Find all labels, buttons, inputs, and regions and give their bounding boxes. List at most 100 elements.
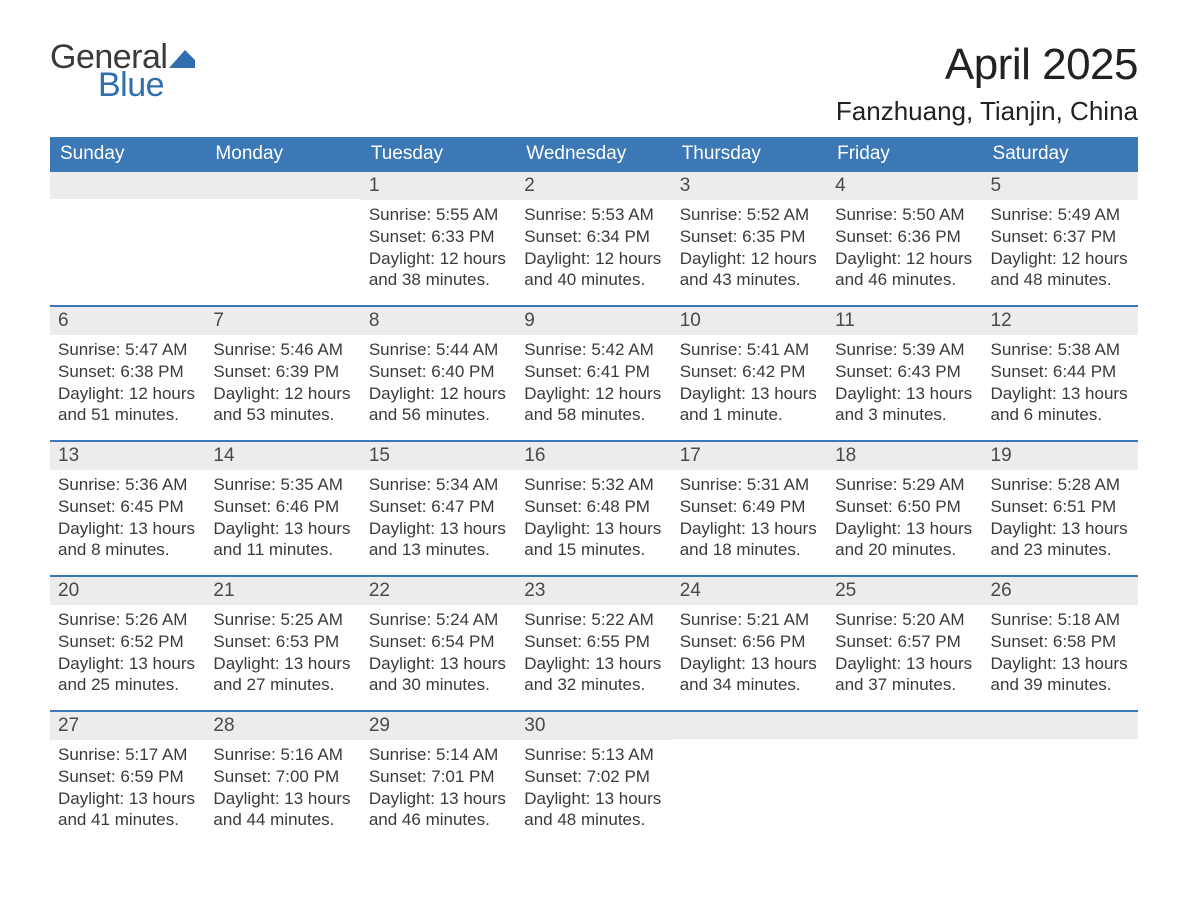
sunrise-label: Sunrise: xyxy=(991,610,1058,629)
sunset-label: Sunset: xyxy=(991,632,1053,651)
day-header: Sunday xyxy=(50,137,205,172)
calendar-cell: 10Sunrise: 5:41 AMSunset: 6:42 PMDayligh… xyxy=(672,307,827,440)
sunrise-line: Sunrise: 5:20 AM xyxy=(835,609,974,631)
daylight-line: Daylight: 12 hours and 56 minutes. xyxy=(369,383,508,427)
sunrise-label: Sunrise: xyxy=(680,475,747,494)
sunrise-label: Sunrise: xyxy=(58,745,125,764)
sunrise-value: 5:42 AM xyxy=(591,340,653,359)
sunset-label: Sunset: xyxy=(524,227,586,246)
sunset-value: 6:41 PM xyxy=(587,362,650,381)
sunset-line: Sunset: 6:58 PM xyxy=(991,631,1130,653)
cell-body: Sunrise: 5:18 AM Sunset: 6:58 PMDaylight:… xyxy=(983,605,1138,696)
sunrise-label: Sunrise: xyxy=(213,475,280,494)
daylight-line: Daylight: 13 hours and 48 minutes. xyxy=(524,788,663,832)
sunrise-value: 5:25 AM xyxy=(281,610,343,629)
day-header: Tuesday xyxy=(361,137,516,172)
day-header: Wednesday xyxy=(516,137,671,172)
daylight-label: Daylight: xyxy=(835,384,906,403)
day-number: 21 xyxy=(205,577,360,605)
calendar-cell: 15Sunrise: 5:34 AMSunset: 6:47 PMDayligh… xyxy=(361,442,516,575)
sunset-value: 6:34 PM xyxy=(587,227,650,246)
sunrise-line: Sunrise: 5:25 AM xyxy=(213,609,352,631)
sunset-value: 6:47 PM xyxy=(431,497,494,516)
sunset-value: 6:38 PM xyxy=(120,362,183,381)
logo-text-blue: Blue xyxy=(98,68,195,102)
calendar-cell: 25Sunrise: 5:20 AMSunset: 6:57 PMDayligh… xyxy=(827,577,982,710)
sunrise-value: 5:41 AM xyxy=(747,340,809,359)
daylight-line: Daylight: 13 hours and 11 minutes. xyxy=(213,518,352,562)
sunrise-value: 5:50 AM xyxy=(902,205,964,224)
sunrise-line: Sunrise: 5:31 AM xyxy=(680,474,819,496)
cell-body: Sunrise: 5:52 AMSunset: 6:35 PMDaylight:… xyxy=(672,200,827,291)
sunrise-value: 5:32 AM xyxy=(591,475,653,494)
sunrise-line: Sunrise: 5:44 AM xyxy=(369,339,508,361)
day-number xyxy=(50,172,205,199)
daylight-label: Daylight: xyxy=(213,384,284,403)
daylight-label: Daylight: xyxy=(680,384,751,403)
day-number: 14 xyxy=(205,442,360,470)
daylight-line: Daylight: 13 hours and 27 minutes. xyxy=(213,653,352,697)
calendar-week: 1Sunrise: 5:55 AMSunset: 6:33 PMDaylight… xyxy=(50,172,1138,305)
daylight-label: Daylight: xyxy=(58,519,129,538)
day-number: 4 xyxy=(827,172,982,200)
day-number: 10 xyxy=(672,307,827,335)
daylight-line: Daylight: 12 hours and 53 minutes. xyxy=(213,383,352,427)
daylight-label: Daylight: xyxy=(991,519,1062,538)
sunrise-label: Sunrise: xyxy=(369,475,436,494)
sunrise-line: Sunrise: 5:35 AM xyxy=(213,474,352,496)
sunset-value: 6:37 PM xyxy=(1053,227,1116,246)
daylight-label: Daylight: xyxy=(369,789,440,808)
daylight-line: Daylight: 13 hours and 30 minutes. xyxy=(369,653,508,697)
calendar-cell xyxy=(672,712,827,845)
calendar-cell: 30Sunrise: 5:13 AMSunset: 7:02 PMDayligh… xyxy=(516,712,671,845)
daylight-line: Daylight: 13 hours and 34 minutes. xyxy=(680,653,819,697)
sunrise-label: Sunrise: xyxy=(58,610,125,629)
cell-body: Sunrise: 5:28 AMSunset: 6:51 PMDaylight:… xyxy=(983,470,1138,561)
sunset-label: Sunset: xyxy=(835,227,897,246)
sunrise-label: Sunrise: xyxy=(213,745,280,764)
sunset-line: Sunset: 6:54 PM xyxy=(369,631,508,653)
day-header-row: SundayMondayTuesdayWednesdayThursdayFrid… xyxy=(50,137,1138,172)
sunrise-label: Sunrise: xyxy=(524,205,591,224)
calendar-cell: 26Sunrise: 5:18 AMSunset: 6:58 PMDayligh… xyxy=(983,577,1138,710)
sunset-line: Sunset: 6:33 PM xyxy=(369,226,508,248)
sunrise-value: 5:18 AM xyxy=(1058,610,1120,629)
sunrise-line: Sunrise: 5:28 AM xyxy=(991,474,1130,496)
sunset-value: 6:55 PM xyxy=(587,632,650,651)
daylight-label: Daylight: xyxy=(58,654,129,673)
daylight-line: Daylight: 13 hours and 39 minutes. xyxy=(991,653,1130,697)
sunrise-label: Sunrise: xyxy=(524,610,591,629)
sunset-line: Sunset: 6:38 PM xyxy=(58,361,197,383)
sunset-label: Sunset: xyxy=(524,362,586,381)
cell-body: Sunrise: 5:47 AMSunset: 6:38 PMDaylight:… xyxy=(50,335,205,426)
day-number xyxy=(827,712,982,739)
sunset-line: Sunset: 6:43 PM xyxy=(835,361,974,383)
sunrise-label: Sunrise: xyxy=(524,340,591,359)
daylight-label: Daylight: xyxy=(991,654,1062,673)
sunrise-line: Sunrise: 5:46 AM xyxy=(213,339,352,361)
sunset-label: Sunset: xyxy=(524,767,586,786)
calendar-cell: 17Sunrise: 5:31 AMSunset: 6:49 PMDayligh… xyxy=(672,442,827,575)
cell-body: Sunrise: 5:34 AMSunset: 6:47 PMDaylight:… xyxy=(361,470,516,561)
calendar-cell: 11Sunrise: 5:39 AMSunset: 6:43 PMDayligh… xyxy=(827,307,982,440)
calendar-cell: 4Sunrise: 5:50 AMSunset: 6:36 PMDaylight… xyxy=(827,172,982,305)
daylight-label: Daylight: xyxy=(991,249,1062,268)
sunset-line: Sunset: 6:59 PM xyxy=(58,766,197,788)
daylight-label: Daylight: xyxy=(524,789,595,808)
cell-body: Sunrise: 5:20 AMSunset: 6:57 PMDaylight:… xyxy=(827,605,982,696)
sunrise-value: 5:39 AM xyxy=(902,340,964,359)
daylight-label: Daylight: xyxy=(58,384,129,403)
sunset-value: 7:00 PM xyxy=(276,767,339,786)
daylight-label: Daylight: xyxy=(835,249,906,268)
daylight-line: Daylight: 12 hours and 38 minutes. xyxy=(369,248,508,292)
cell-body: Sunrise: 5:26 AMSunset: 6:52 PMDaylight:… xyxy=(50,605,205,696)
sunset-value: 6:53 PM xyxy=(276,632,339,651)
cell-body: Sunrise: 5:21 AMSunset: 6:56 PMDaylight:… xyxy=(672,605,827,696)
sunrise-label: Sunrise: xyxy=(213,340,280,359)
sunset-label: Sunset: xyxy=(58,632,120,651)
day-number: 17 xyxy=(672,442,827,470)
daylight-label: Daylight: xyxy=(680,249,751,268)
cell-body: Sunrise: 5:46 AMSunset: 6:39 PMDaylight:… xyxy=(205,335,360,426)
sunset-value: 6:56 PM xyxy=(742,632,805,651)
sunrise-value: 5:47 AM xyxy=(125,340,187,359)
